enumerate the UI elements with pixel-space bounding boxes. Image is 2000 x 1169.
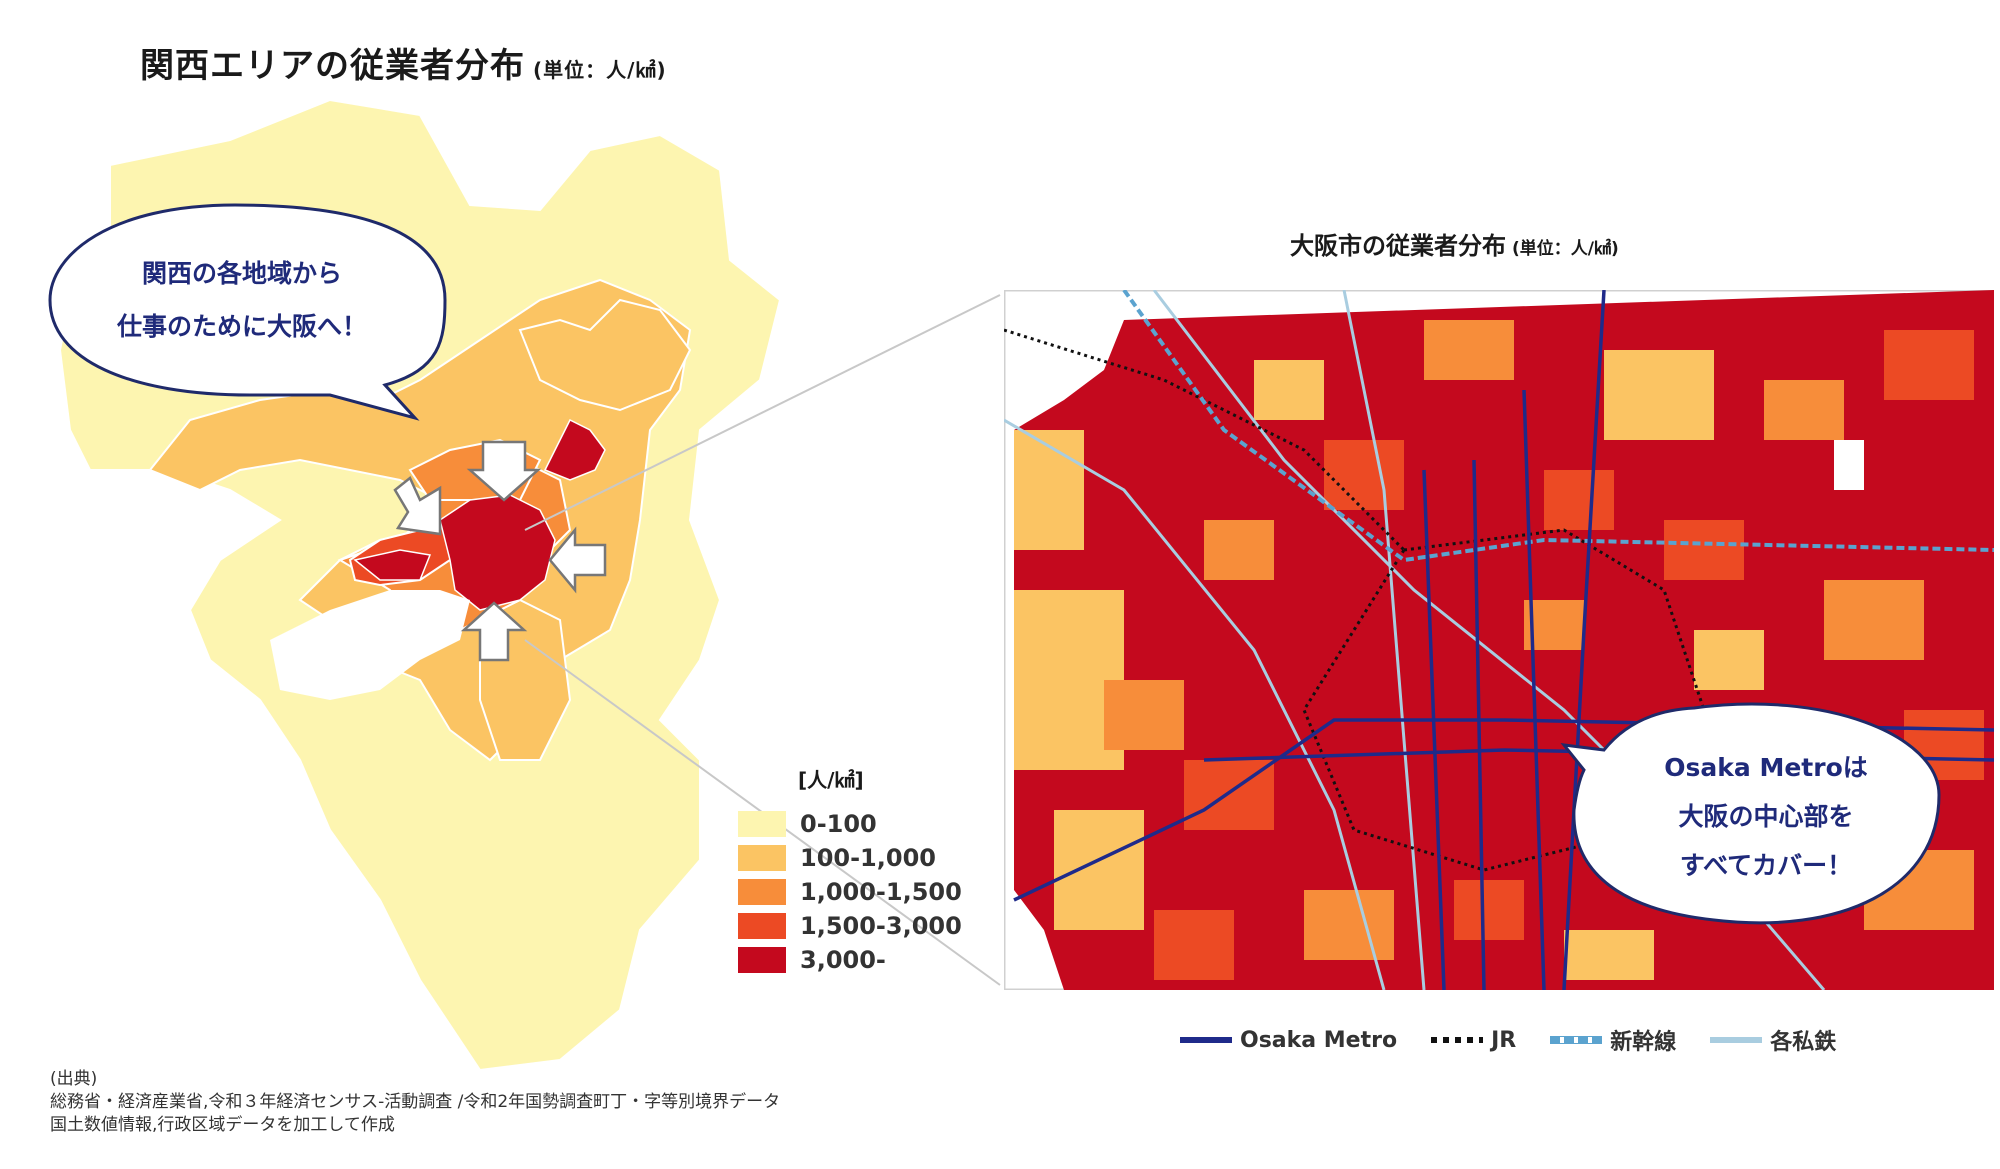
right-callout-line1: Osaka Metroは: [1664, 753, 1868, 782]
legend-swatch: [738, 913, 786, 939]
private-rail-line-marker: [1710, 1037, 1763, 1043]
metro-1: [1422, 469, 1446, 990]
jr-loop: [1302, 528, 1706, 872]
zoom-connector-top: [524, 294, 1001, 531]
left-callout-line1: 関西の各地域から: [142, 259, 342, 288]
rail-legend: Osaka Metro JR 新幹線 各私鉄: [1180, 1024, 1870, 1056]
metro-line-marker: [1180, 1037, 1232, 1043]
jr-line: [1004, 328, 1406, 552]
legend-swatch: [738, 845, 786, 871]
metro-2: [1472, 459, 1486, 990]
left-map-title-text: 関西エリアの従業者分布: [140, 46, 525, 86]
arrow-from-north: [466, 440, 542, 502]
arrow-from-west: [393, 476, 442, 536]
osaka-city-map: Osaka Metroは 大阪の中心部を すべてカバー！: [1004, 290, 1994, 990]
legend-row: 100-1,000: [738, 841, 962, 875]
right-callout-line2: 大阪の中心部を: [1678, 802, 1853, 831]
left-map-unit: (単位：人/㎢): [533, 58, 667, 82]
right-map-unit: (単位：人/㎢): [1512, 239, 1619, 259]
source-heading: (出典): [50, 1069, 98, 1089]
legend-swatch: [738, 811, 786, 837]
arrow-from-south: [460, 601, 528, 662]
rail-legend-label: JR: [1491, 1027, 1517, 1053]
left-map-title: 関西エリアの従業者分布 (単位：人/㎢): [140, 38, 667, 87]
right-callout-line3: すべてカバー！: [1680, 851, 1852, 880]
source-line: 国土数値情報,行政区域データを加工して作成: [50, 1115, 395, 1135]
jr-line-marker: [1431, 1037, 1484, 1043]
rail-legend-item: 各私鉄: [1710, 1024, 1836, 1056]
white-gap: [1834, 440, 1864, 490]
right-map-title-text: 大阪市の従業者分布: [1290, 232, 1506, 260]
legend-label: 1,500-3,000: [800, 912, 962, 940]
legend-swatch: [738, 947, 786, 973]
shinkansen-line-marker: [1550, 1036, 1603, 1044]
metro-3: [1522, 389, 1546, 990]
kyoto-core: [543, 418, 606, 481]
rail-legend-item: JR: [1431, 1028, 1516, 1053]
private-rail: [1004, 418, 1386, 990]
rail-legend-item: 新幹線: [1550, 1024, 1676, 1056]
metro-6: [1562, 290, 1606, 990]
commute-arrows: [393, 440, 607, 662]
density-legend-title: [人/㎢]: [798, 768, 864, 792]
arrow-from-east: [548, 526, 607, 594]
kansai-region-east: [518, 298, 692, 412]
legend-swatch: [738, 879, 786, 905]
legend-label: 1,000-1,500: [800, 878, 962, 906]
legend-row: 0-100: [738, 807, 962, 841]
legend-label: 0-100: [800, 810, 877, 838]
rail-legend-label: 各私鉄: [1770, 1030, 1837, 1055]
right-callout-bubble: [1560, 702, 1941, 925]
kobe-core: [353, 549, 432, 581]
left-callout-bubble: [48, 203, 447, 421]
private-rail-3: [1342, 290, 1426, 990]
legend-label: 100-1,000: [800, 844, 936, 872]
shinkansen: [1122, 290, 1994, 563]
density-legend: [人/㎢] 0-100 100-1,000 1,000-1,500 1,500-…: [738, 764, 962, 977]
legend-row: 1,000-1,500: [738, 875, 962, 909]
legend-row: 3,000-: [738, 943, 962, 977]
osaka-core: [439, 494, 556, 611]
legend-label: 3,000-: [800, 946, 886, 974]
source-note: (出典) 総務省・経済産業省,令和３年経済センサス‐活動調査 /令和2年国勢調査…: [50, 1068, 780, 1137]
source-line: 総務省・経済産業省,令和３年経済センサス‐活動調査 /令和2年国勢調査町丁・字等…: [50, 1092, 781, 1112]
rail-legend-item: Osaka Metro: [1180, 1028, 1397, 1053]
osaka-bay: [270, 590, 470, 700]
right-map-title: 大阪市の従業者分布 (単位：人/㎢): [1290, 226, 1619, 261]
rail-legend-label: Osaka Metro: [1240, 1027, 1398, 1053]
rail-legend-label: 新幹線: [1610, 1030, 1677, 1055]
legend-row: 1,500-3,000: [738, 909, 962, 943]
left-callout-line2: 仕事のために大阪へ！: [116, 312, 367, 341]
